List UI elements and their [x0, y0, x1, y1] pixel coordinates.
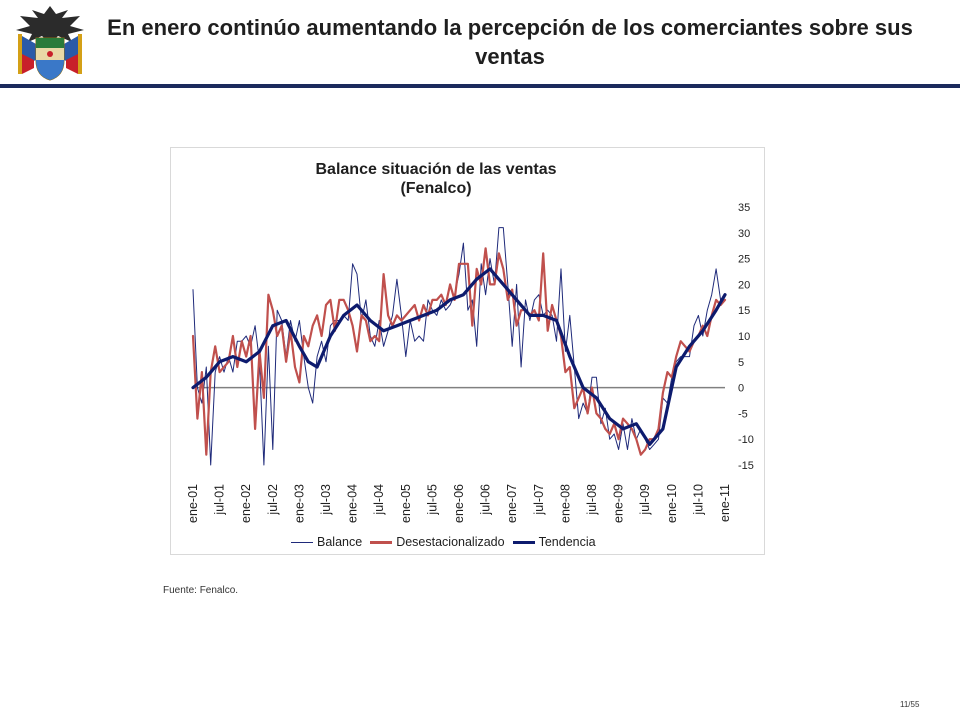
x-tick-label: ene-07 [505, 484, 519, 523]
page-number: 11/55 [900, 700, 920, 709]
y-tick-label: 10 [738, 331, 750, 343]
legend-item-tendencia: Tendencia [512, 535, 596, 549]
chart-plot: 35 30 25 20 15 10 5 0 -5 -10 -15 ene-01 jul-01 ene-02… [186, 202, 754, 523]
y-tick-label: 30 [738, 228, 750, 240]
x-tick-label: ene-11 [718, 484, 732, 522]
legend-item-balance: Balance [291, 535, 362, 549]
legend-label-desestacionalizado: Desestacionalizado [396, 535, 505, 549]
y-tick-label: 0 [738, 383, 744, 395]
y-tick-label: 35 [738, 202, 750, 214]
y-tick-label: 25 [738, 254, 750, 266]
x-tick-label: ene-01 [186, 484, 200, 523]
chart-title: Balance situación de las ventas (Fenalco… [171, 160, 701, 198]
x-tick-label: jul-10 [691, 484, 705, 516]
y-tick-label: -5 [738, 408, 748, 420]
x-tick-label: ene-05 [399, 484, 413, 523]
x-tick-label: ene-04 [346, 484, 360, 523]
chart-legend: Balance Desestacionalizado Tendencia [291, 534, 604, 550]
legend-item-desestacionalizado: Desestacionalizado [370, 535, 505, 549]
slide-header: En enero continúo aumentando la percepci… [0, 0, 960, 88]
legend-swatch-tendencia [512, 540, 535, 544]
y-tick-label: -10 [738, 434, 754, 446]
x-tick-label: jul-01 [213, 484, 227, 516]
chart-title-line1: Balance situación de las ventas [315, 161, 557, 178]
x-tick-label: jul-06 [479, 484, 493, 516]
y-tick-label: 15 [738, 305, 750, 317]
chart-frame: Balance situación de las ventas (Fenalco… [170, 147, 765, 555]
x-tick-label: ene-02 [239, 484, 253, 523]
series-line-desestacionalizado [191, 247, 727, 456]
legend-label-tendencia: Tendencia [538, 535, 596, 549]
x-tick-label: jul-03 [319, 484, 333, 516]
x-tick-label: ene-10 [665, 484, 679, 523]
legend-label-balance: Balance [317, 535, 363, 549]
y-tick-label: -15 [738, 460, 754, 472]
x-tick-label: ene-09 [612, 484, 626, 523]
x-tick-label: ene-06 [452, 484, 466, 523]
slide-title: En enero continúo aumentando la percepci… [107, 15, 913, 69]
legend-swatch-balance [291, 541, 313, 543]
colombia-coat-of-arms-icon [16, 6, 84, 81]
x-tick-label: jul-07 [532, 484, 546, 516]
x-tick-label: ene-08 [558, 484, 572, 523]
legend-swatch-desestacionalizado [370, 540, 393, 544]
y-tick-label: 5 [738, 357, 744, 369]
x-tick-label: jul-08 [585, 484, 599, 516]
y-tick-label: 20 [738, 279, 750, 291]
source-note: Fuente: Fenalco. [163, 585, 239, 596]
x-tick-label: jul-09 [638, 484, 652, 516]
x-tick-label: jul-02 [266, 484, 280, 516]
x-tick-label: jul-05 [425, 484, 439, 516]
x-tick-label: ene-03 [292, 484, 306, 523]
header-rule [0, 84, 960, 88]
series-line-tendencia [191, 267, 727, 446]
x-tick-label: jul-04 [372, 484, 386, 516]
chart-title-line2: (Fenalco) [400, 180, 472, 197]
